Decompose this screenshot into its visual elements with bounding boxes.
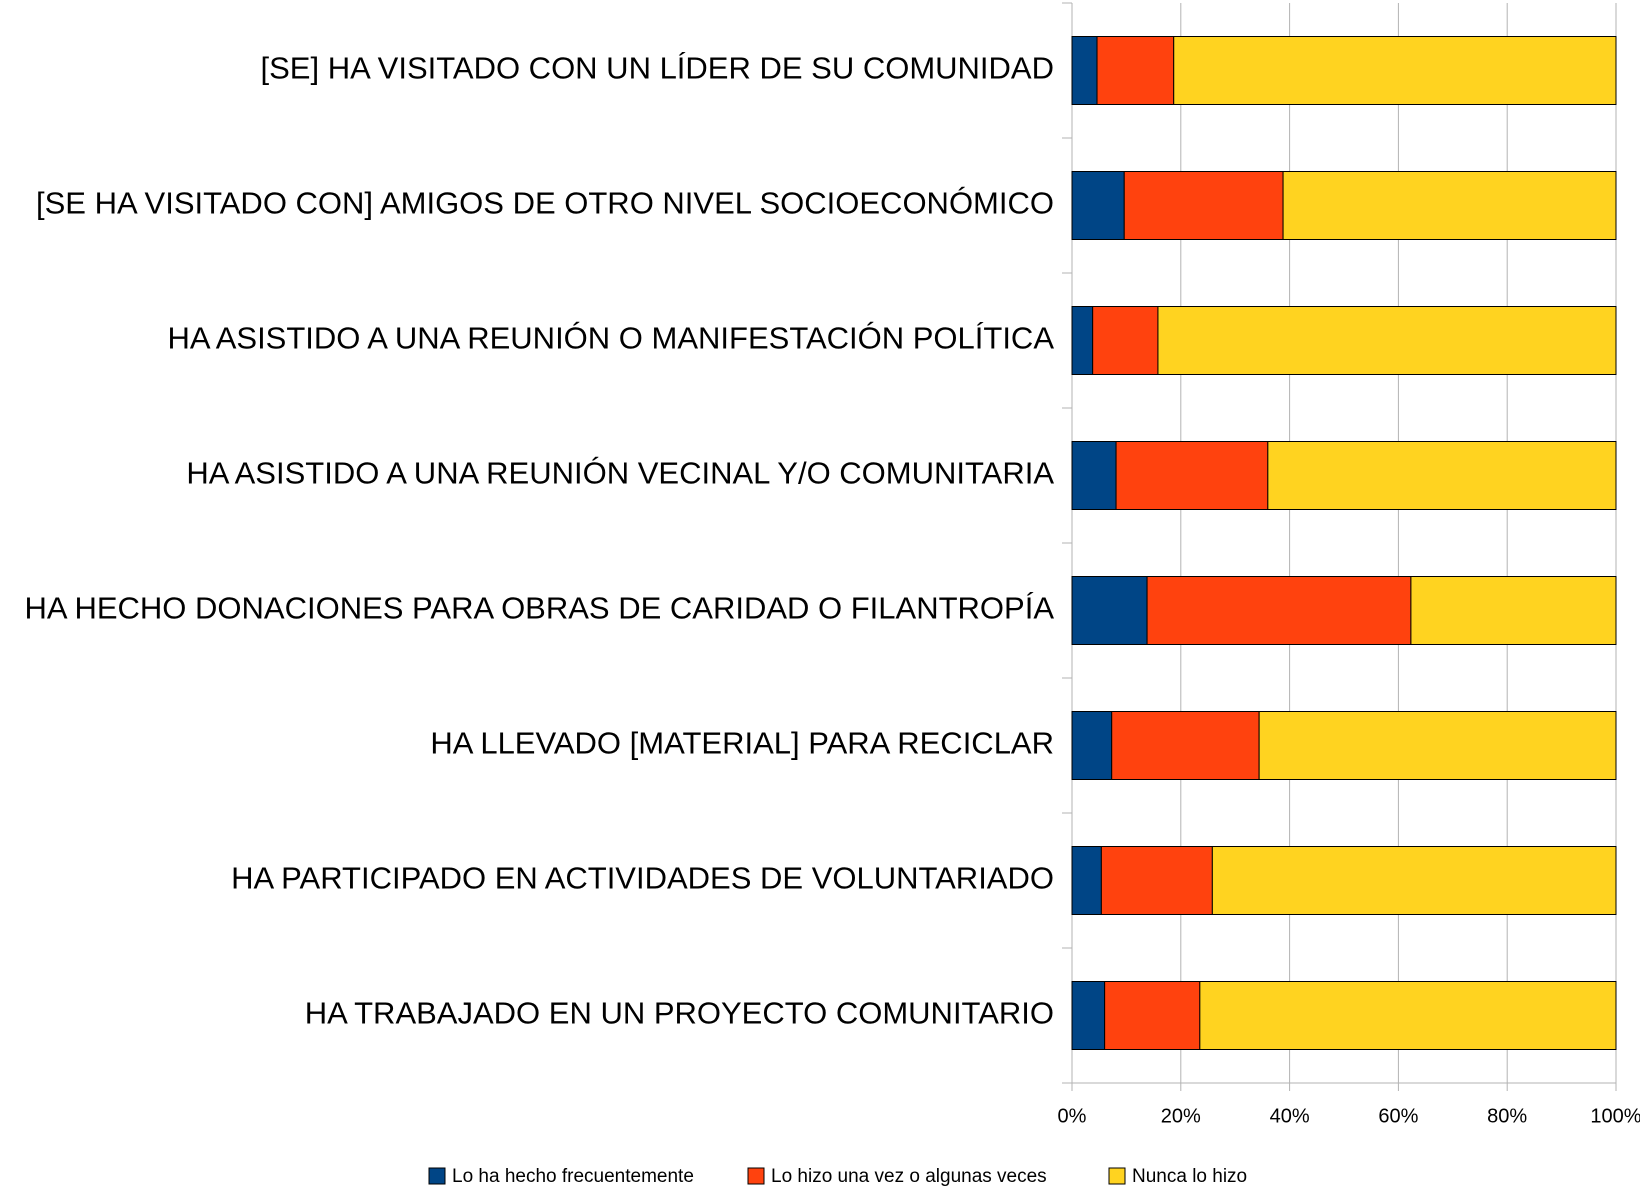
bar-segment bbox=[1071, 981, 1106, 1050]
bar-segment bbox=[1410, 576, 1617, 645]
legend-label: Lo hizo una vez o algunas veces bbox=[771, 1166, 1047, 1187]
legend-swatch bbox=[747, 1167, 765, 1185]
bar-segment bbox=[1071, 306, 1094, 375]
y-tick-label: HA LLEVADO [MATERIAL] PARA RECICLAR bbox=[430, 726, 1054, 761]
y-tick-label: HA PARTICIPADO EN ACTIVIDADES DE VOLUNTA… bbox=[231, 861, 1054, 896]
bar-segment bbox=[1111, 711, 1260, 780]
bar-segment bbox=[1199, 981, 1617, 1050]
x-tick-label: 100% bbox=[1590, 1105, 1640, 1127]
y-tick-label: HA ASISTIDO A UNA REUNIÓN VECINAL Y/O CO… bbox=[186, 456, 1054, 491]
bar-segment bbox=[1157, 306, 1617, 375]
legend-swatch bbox=[1108, 1167, 1126, 1185]
bar-segment bbox=[1096, 36, 1175, 105]
y-tick-label: HA TRABAJADO EN UN PROYECTO COMUNITARIO bbox=[305, 996, 1054, 1031]
legend-label: Nunca lo hizo bbox=[1132, 1166, 1247, 1187]
bar-segment bbox=[1146, 576, 1412, 645]
bar-segment bbox=[1258, 711, 1617, 780]
bar-segment bbox=[1071, 36, 1098, 105]
bar-segment bbox=[1071, 846, 1102, 915]
bar-segment bbox=[1282, 171, 1617, 240]
x-tick-label: 20% bbox=[1161, 1105, 1201, 1127]
bar-segment bbox=[1071, 171, 1125, 240]
x-tick-label: 60% bbox=[1378, 1105, 1418, 1127]
legend-label: Lo ha hecho frecuentemente bbox=[452, 1166, 694, 1187]
bar-segment bbox=[1071, 576, 1148, 645]
legend-swatch bbox=[428, 1167, 446, 1185]
bar-segment bbox=[1123, 171, 1284, 240]
bar-segment bbox=[1267, 441, 1617, 510]
x-tick-label: 40% bbox=[1270, 1105, 1310, 1127]
bar-segment bbox=[1115, 441, 1269, 510]
bar-segment bbox=[1173, 36, 1617, 105]
x-tick-label: 0% bbox=[1058, 1105, 1087, 1127]
y-tick-label: [SE] HA VISITADO CON UN LÍDER DE SU COMU… bbox=[261, 51, 1054, 86]
y-tick-label: [SE HA VISITADO CON] AMIGOS DE OTRO NIVE… bbox=[36, 186, 1054, 221]
x-tick-label: 80% bbox=[1487, 1105, 1527, 1127]
bar-segment bbox=[1071, 711, 1113, 780]
bar-segment bbox=[1211, 846, 1617, 915]
bar-segment bbox=[1100, 846, 1213, 915]
bar-segment bbox=[1092, 306, 1159, 375]
bar-segment bbox=[1104, 981, 1201, 1050]
y-tick-label: HA HECHO DONACIONES PARA OBRAS DE CARIDA… bbox=[24, 591, 1054, 626]
y-tick-label: HA ASISTIDO A UNA REUNIÓN O MANIFESTACIÓ… bbox=[167, 321, 1054, 356]
bar-segment bbox=[1071, 441, 1117, 510]
